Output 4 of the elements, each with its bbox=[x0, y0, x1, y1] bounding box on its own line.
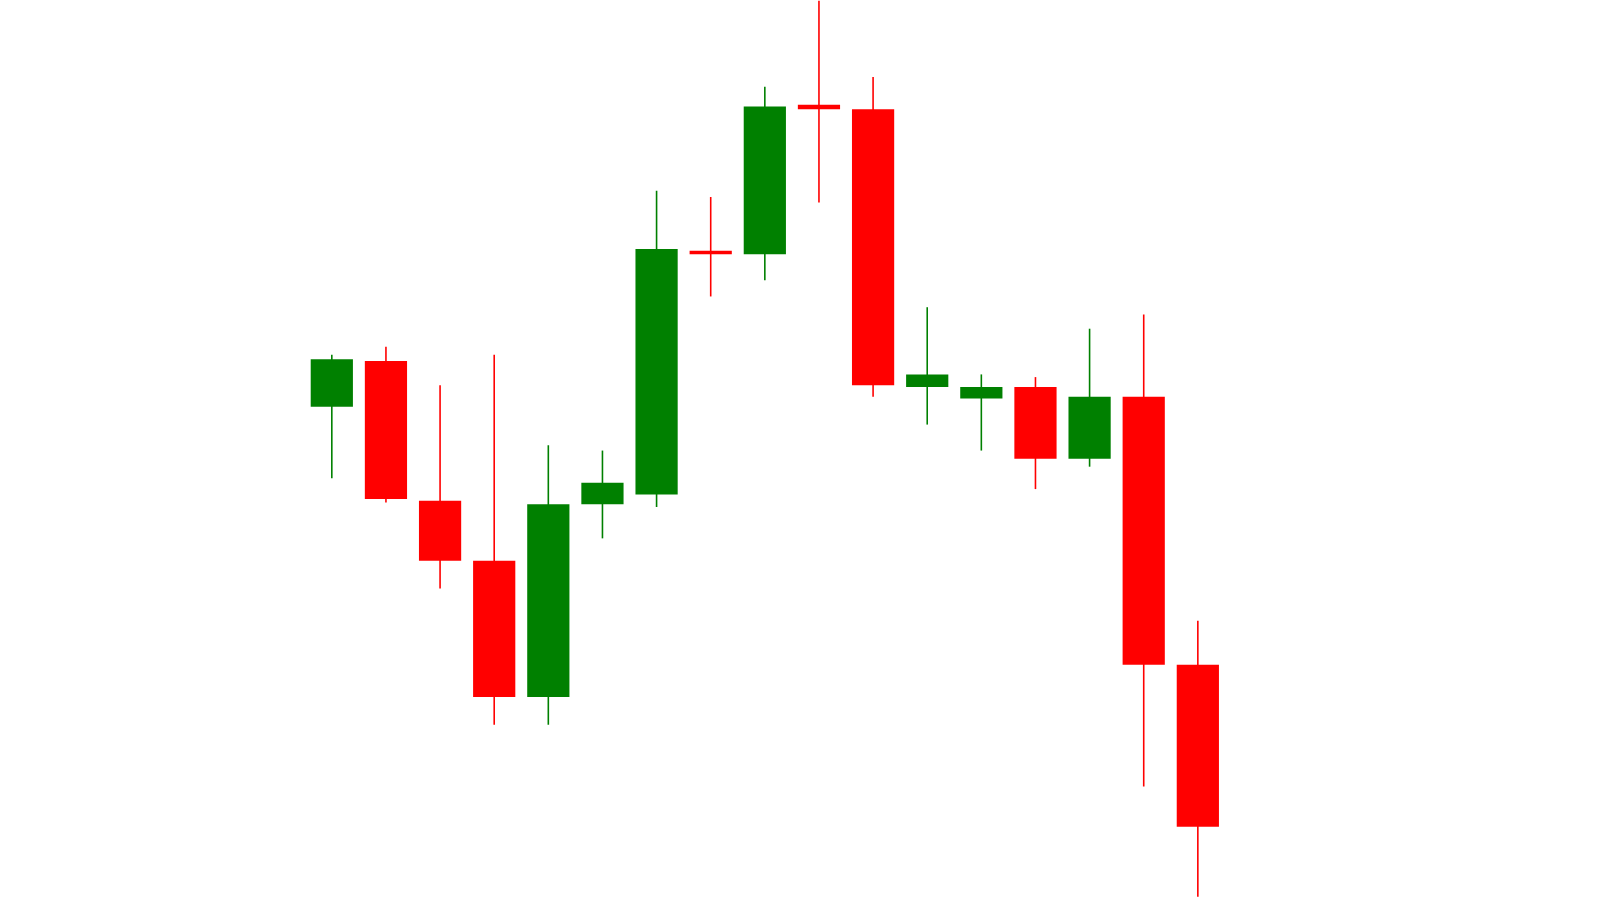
candlestick bbox=[581, 449, 624, 539]
candlestick bbox=[960, 373, 1003, 451]
candlestick bbox=[906, 306, 949, 426]
candlestick bbox=[310, 353, 353, 479]
